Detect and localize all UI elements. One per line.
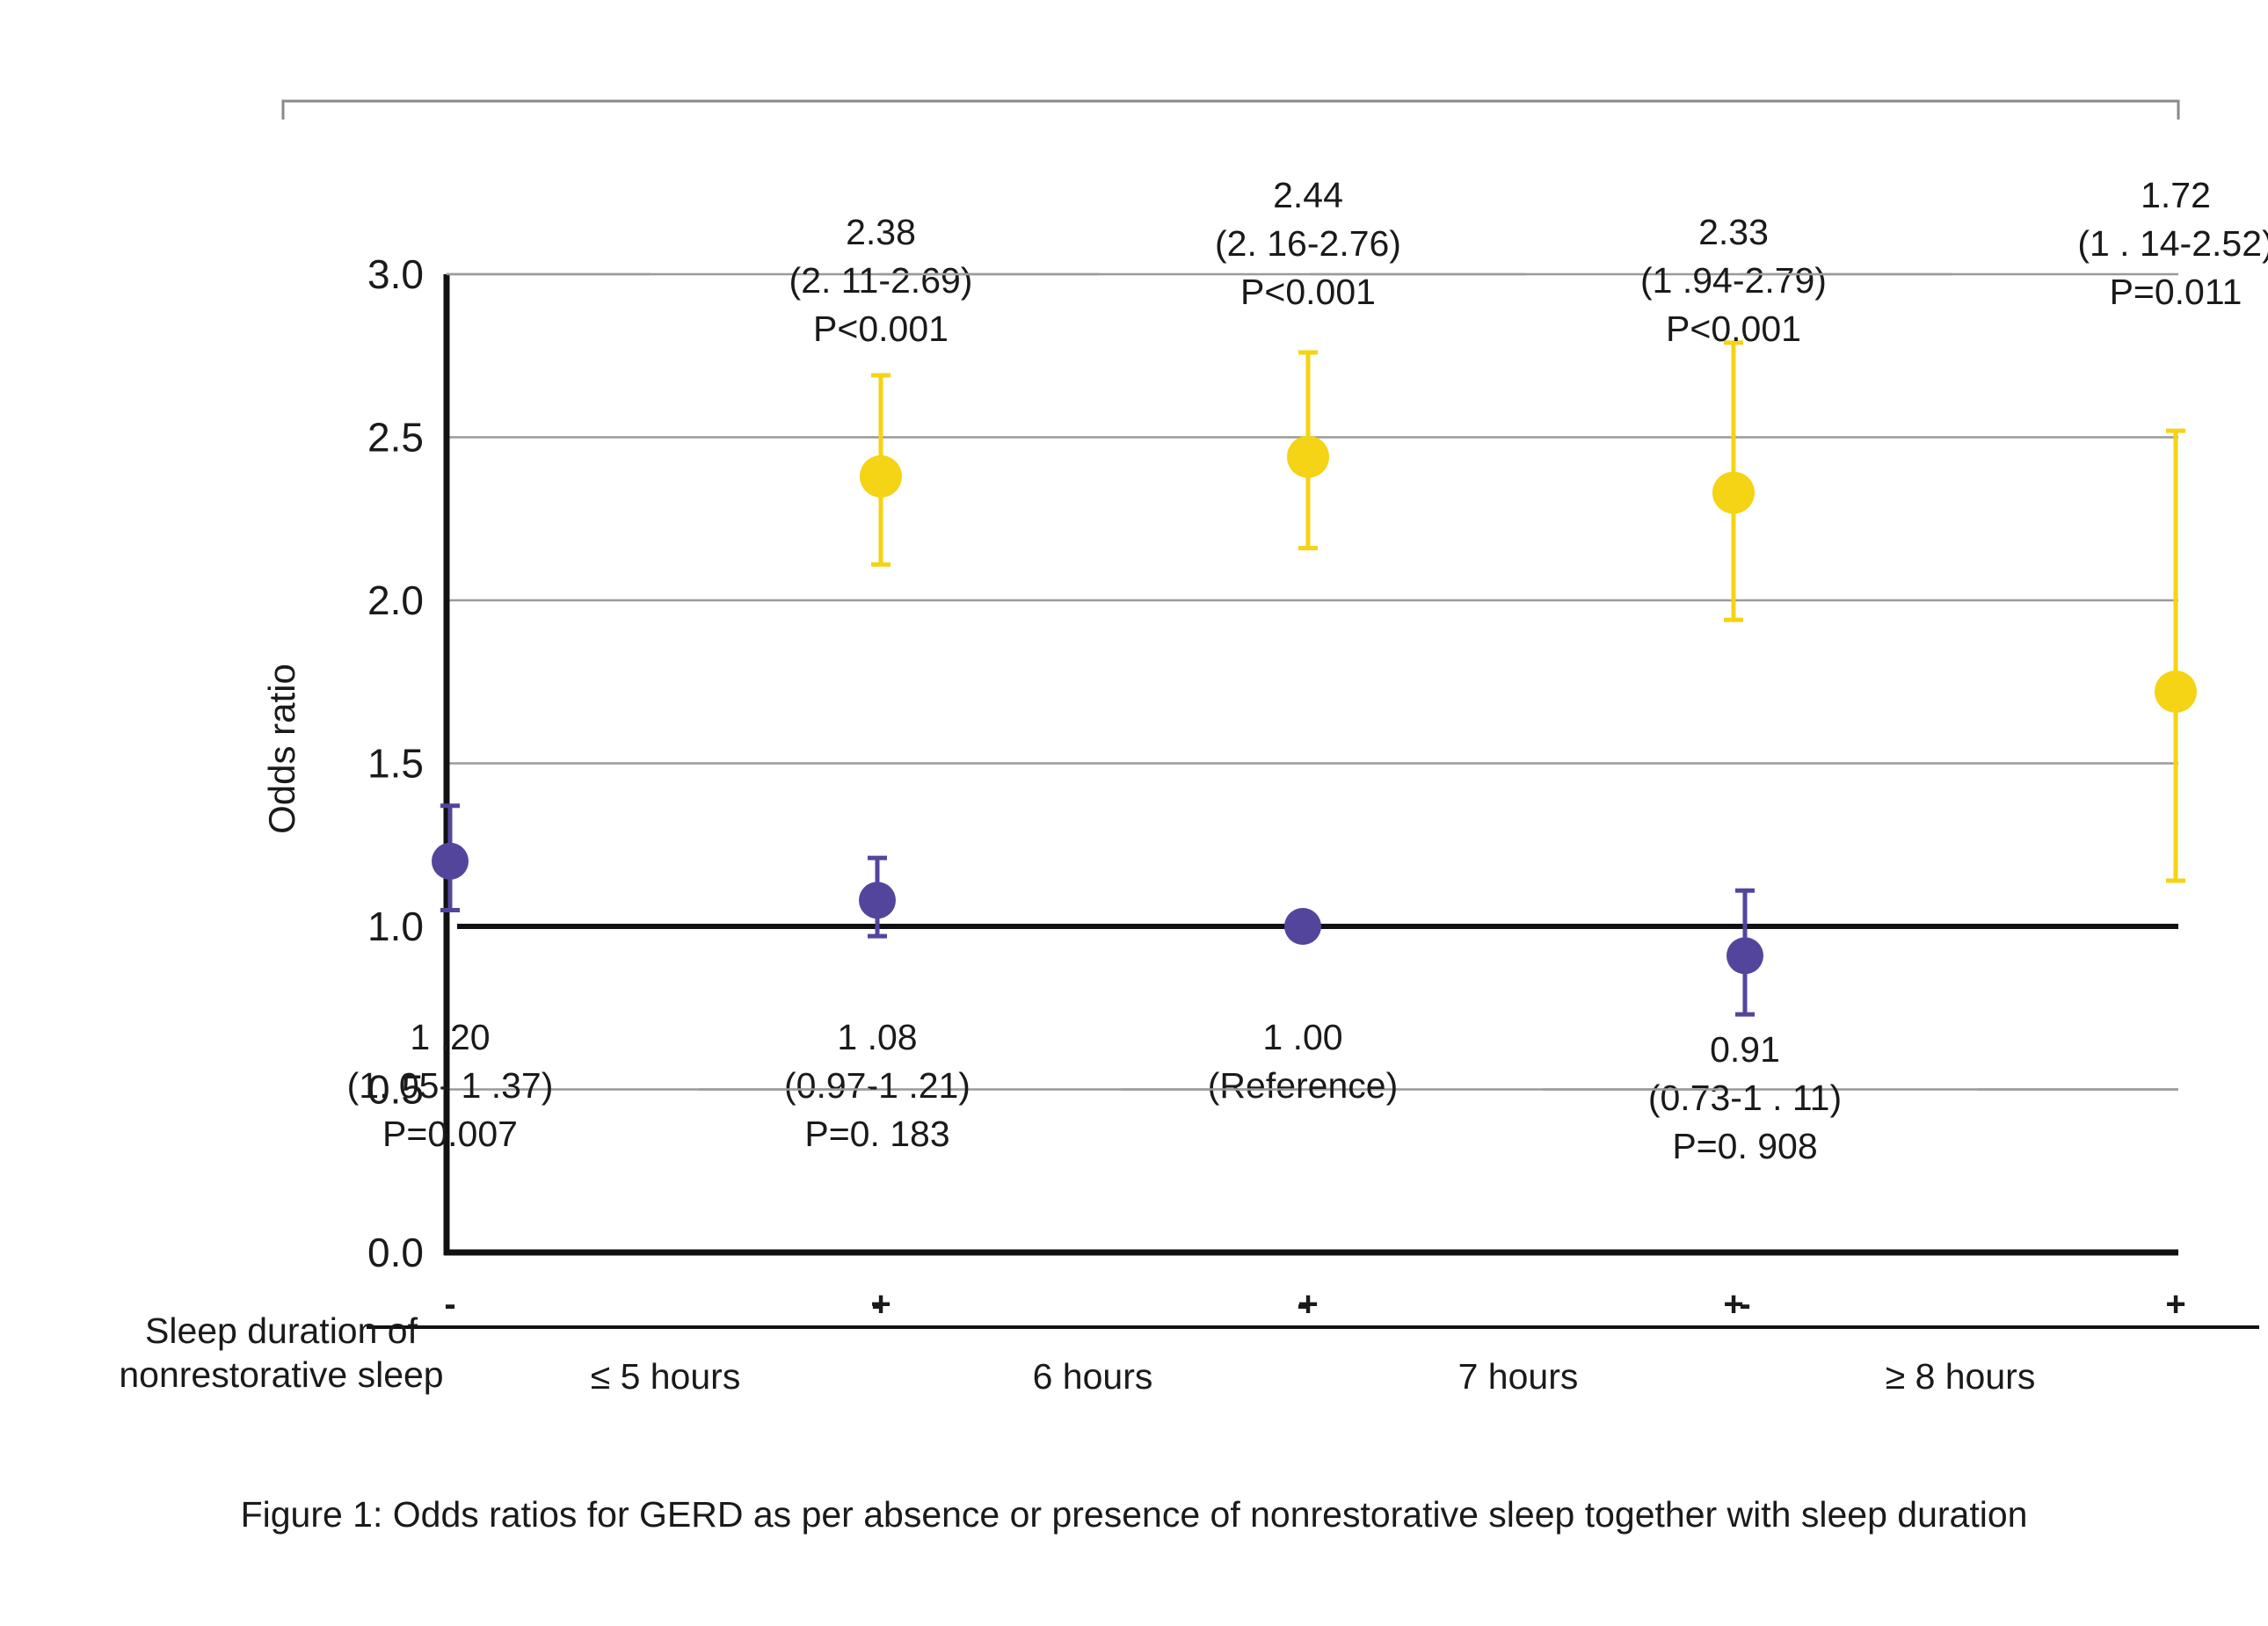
data-label: P=0. 908 — [1672, 1126, 1817, 1166]
y-tick-label: 1.5 — [367, 741, 424, 787]
y-tick-label: 3.0 — [367, 251, 424, 297]
y-tick-label: 0.0 — [367, 1230, 424, 1275]
data-point — [859, 882, 896, 919]
y-tick-label: 0.5 — [367, 1067, 424, 1113]
data-label: 1 .00 — [1262, 1017, 1342, 1057]
data-label: (Reference) — [1208, 1065, 1398, 1106]
data-label: 1.72 — [2141, 175, 2211, 215]
data-label: P=0. 183 — [804, 1114, 949, 1154]
data-label: P=0.007 — [382, 1114, 518, 1154]
data-label: (0.97-1 .21) — [784, 1065, 970, 1106]
data-point — [1287, 435, 1329, 478]
group-label: 7 hours — [1458, 1356, 1579, 1397]
x-axis-title: Sleep duration of — [145, 1310, 418, 1351]
data-label: 2.44 — [1273, 175, 1343, 215]
group-label: 6 hours — [1033, 1356, 1153, 1397]
data-label: P=0.011 — [2110, 272, 2243, 312]
data-label: (1 . 14-2.52) — [2077, 223, 2268, 264]
data-label: (2. 11-2.69) — [789, 260, 973, 301]
data-label: (1 .94-2.79) — [1640, 260, 1827, 301]
x-axis-categories: - +≤ 5 hours- +6 hours- +7 hours- +≥ 8 hours… — [119, 1285, 2259, 1397]
data-label: 0.91 — [1710, 1029, 1780, 1070]
subgroup-label: + — [2165, 1285, 2185, 1324]
y-tick-label: 2.0 — [367, 577, 424, 623]
data-point — [432, 842, 469, 880]
subgroup-label: + — [870, 1285, 890, 1324]
subgroup-label: + — [1723, 1285, 1743, 1324]
axes — [443, 274, 2178, 1256]
top-bracket — [281, 99, 2180, 120]
data-label: (0.73-1 . 11) — [1648, 1078, 1842, 1118]
y-tick-labels: 0.0 0.5 1.0 1.5 2.0 2.5 3.0 — [367, 251, 424, 1275]
group-label: ≥ 8 hours — [1886, 1356, 2036, 1397]
data-label: 1 .08 — [837, 1017, 917, 1057]
y-axis-label: Odds ratio — [261, 664, 302, 834]
data-label: (2. 16-2.76) — [1215, 223, 1401, 264]
data-label: 1 .20 — [410, 1017, 490, 1057]
y-tick-label: 1.0 — [367, 904, 424, 949]
subgroup-label: + — [1298, 1285, 1318, 1324]
grid-lines — [447, 272, 2178, 1091]
data-label: 2.33 — [1698, 212, 1769, 252]
y-tick-label: 2.5 — [367, 415, 424, 461]
subgroup-label: - — [444, 1285, 455, 1324]
subgroup-label: - — [1297, 1285, 1308, 1324]
data-point — [1712, 471, 1755, 514]
figure-caption: Figure 1: Odds ratios for GERD as per ab… — [240, 1494, 2028, 1535]
x-axis-title: nonrestorative sleep — [119, 1354, 443, 1395]
data-point — [860, 455, 902, 498]
data-label: P<0.001 — [1240, 272, 1376, 312]
group-label: ≤ 5 hours — [591, 1356, 741, 1397]
data-point — [1726, 937, 1763, 975]
data-point — [2155, 670, 2197, 713]
data-label: P<0.001 — [813, 309, 949, 349]
bracket-line — [281, 99, 2180, 120]
data-point — [1284, 908, 1321, 945]
subgroup-label: - — [871, 1285, 883, 1324]
subgroup-label: - — [1739, 1285, 1750, 1324]
data-label: 2.38 — [846, 212, 916, 252]
data-labels: 1 .20 (1. 05- 1 .37) P=0.007 1 .08 (0.97-1 .… — [347, 175, 2268, 1166]
data-points — [432, 435, 2197, 975]
data-label: P<0.001 — [1666, 309, 1801, 349]
data-label: (1. 05- 1 .37) — [347, 1065, 554, 1106]
